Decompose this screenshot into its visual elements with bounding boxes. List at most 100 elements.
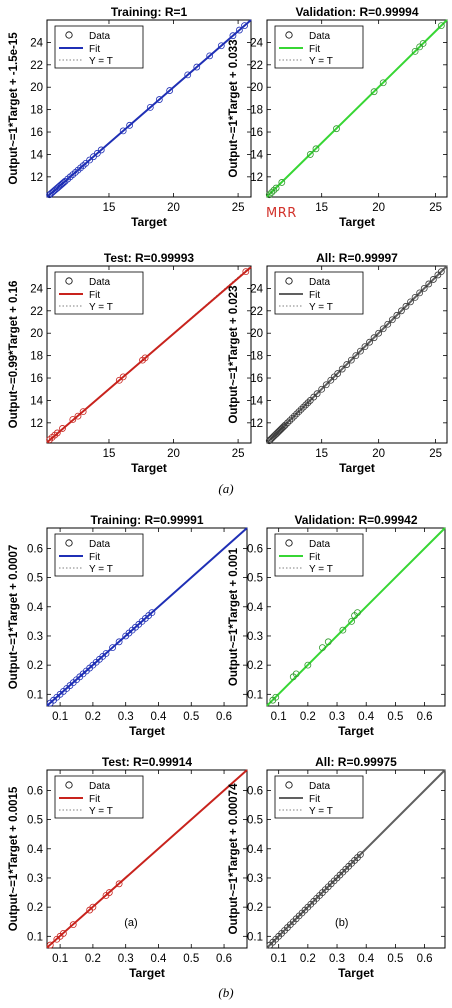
data-point bbox=[379, 325, 387, 333]
y-tick-label: 0.5 bbox=[27, 573, 43, 585]
chart-title: Training: R=0.99991 bbox=[90, 513, 203, 527]
data-point bbox=[82, 159, 90, 167]
legend-label-data: Data bbox=[309, 31, 331, 42]
y-axis-label: Output~=1*Target + 0.0007 bbox=[8, 545, 20, 690]
x-tick-label: 0.5 bbox=[387, 953, 403, 965]
data-point bbox=[437, 22, 445, 30]
data-point bbox=[384, 320, 392, 328]
x-axis-label: Target bbox=[129, 966, 165, 980]
legend-label-yt: Y = T bbox=[89, 564, 113, 575]
legend-label-fit: Fit bbox=[309, 794, 320, 805]
legend-marker-data bbox=[65, 31, 73, 39]
legend-label-fit: Fit bbox=[309, 552, 320, 563]
data-point bbox=[437, 268, 445, 276]
y-tick-label: 18 bbox=[250, 351, 263, 363]
y-axis-label: Output~=1*Target + 0.033 bbox=[228, 39, 240, 177]
y-axis-label: Output~=1*Target + 0.001 bbox=[228, 547, 240, 686]
legend-label-fit: Fit bbox=[89, 290, 100, 301]
y-tick-label: 0.2 bbox=[27, 660, 43, 672]
data-point bbox=[361, 343, 369, 351]
data-point bbox=[318, 385, 326, 393]
x-tick-label: 0.1 bbox=[271, 953, 287, 965]
data-point bbox=[184, 71, 192, 79]
data-point bbox=[217, 42, 225, 50]
data-point bbox=[59, 930, 67, 937]
y-tick-label: 22 bbox=[250, 60, 263, 72]
data-point bbox=[347, 356, 355, 364]
data-point bbox=[429, 276, 437, 283]
y-tick-label: 22 bbox=[30, 60, 43, 72]
data-point bbox=[279, 423, 287, 431]
legend-marker-data bbox=[65, 539, 73, 547]
y-tick-label: 24 bbox=[250, 37, 263, 49]
y-tick-label: 0.6 bbox=[247, 543, 263, 555]
x-tick-label: 25 bbox=[429, 448, 442, 460]
data-point bbox=[109, 644, 116, 652]
y-tick-label: 16 bbox=[250, 127, 263, 139]
y-tick-label: 0.3 bbox=[247, 631, 263, 643]
data-point bbox=[352, 352, 360, 360]
chart-title: Validation: R=0.99942 bbox=[294, 513, 417, 527]
data-point bbox=[229, 32, 237, 40]
data-point bbox=[119, 127, 127, 135]
data-point bbox=[411, 47, 419, 55]
data-point bbox=[297, 405, 305, 413]
y-tick-label: 16 bbox=[30, 127, 43, 139]
chart-title: Test: R=0.99993 bbox=[104, 251, 194, 265]
y-tick-label: 0.3 bbox=[27, 631, 43, 643]
y-tick-label: 0.4 bbox=[27, 844, 44, 856]
data-point bbox=[148, 609, 156, 617]
data-point bbox=[425, 280, 433, 288]
data-point bbox=[334, 370, 342, 377]
y-tick-label: 0.1 bbox=[247, 689, 263, 701]
y-tick-label: 16 bbox=[30, 373, 43, 385]
data-point bbox=[290, 412, 298, 420]
legend-label-data: Data bbox=[309, 539, 331, 550]
legend-label-data: Data bbox=[309, 781, 331, 792]
data-point bbox=[338, 365, 346, 373]
y-tick-label: 0.4 bbox=[247, 844, 264, 856]
data-point bbox=[126, 121, 134, 129]
x-tick-label: 0.5 bbox=[387, 711, 403, 723]
data-point bbox=[166, 87, 174, 94]
data-point bbox=[278, 179, 286, 186]
data-point bbox=[115, 376, 123, 384]
x-tick-label: 0.2 bbox=[300, 711, 316, 723]
y-axis-label: Output~=1*Target + 0.023 bbox=[228, 285, 240, 423]
y-tick-label: 18 bbox=[30, 105, 43, 117]
chart-panel-1: 15 20 25 12 14 16 18 20 22 24 Training: R=1 Target O… bbox=[8, 5, 252, 229]
data-point bbox=[388, 316, 396, 324]
x-tick-label: 0.1 bbox=[52, 953, 68, 965]
data-point bbox=[322, 381, 330, 389]
fit-line bbox=[46, 527, 248, 707]
x-axis-label: Target bbox=[338, 724, 374, 738]
fit-line bbox=[266, 19, 448, 198]
data-point bbox=[235, 26, 243, 34]
x-tick-label: 20 bbox=[372, 202, 385, 214]
data-point bbox=[272, 184, 280, 192]
y-tick-label: 14 bbox=[250, 149, 263, 161]
x-tick-label: 0.3 bbox=[118, 711, 134, 723]
data-point bbox=[115, 638, 123, 646]
data-point bbox=[324, 638, 332, 646]
data-point bbox=[411, 293, 419, 301]
legend-label-fit: Fit bbox=[89, 552, 100, 563]
data-point bbox=[286, 417, 294, 424]
y-tick-label: 0.6 bbox=[247, 785, 263, 797]
data-point bbox=[241, 22, 248, 30]
data-point bbox=[313, 390, 321, 398]
data-point bbox=[115, 880, 123, 888]
data-point bbox=[420, 285, 428, 292]
x-tick-label: 0.6 bbox=[216, 711, 232, 723]
chart-panel-7: 0.1 0.2 0.3 0.4 0.5 0.6 0.1 0.2 0.3 0.4 0.5 0.6 Test… bbox=[8, 755, 248, 980]
data-point bbox=[370, 334, 378, 342]
data-point bbox=[281, 421, 289, 429]
y-tick-label: 14 bbox=[30, 395, 43, 407]
data-point bbox=[46, 941, 54, 949]
legend-label-data: Data bbox=[89, 277, 111, 288]
